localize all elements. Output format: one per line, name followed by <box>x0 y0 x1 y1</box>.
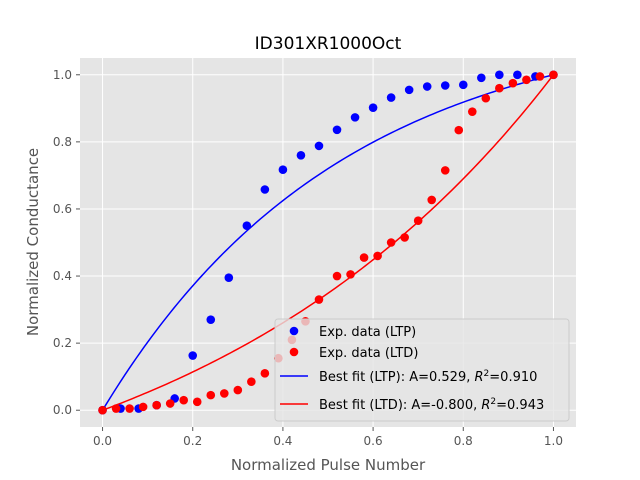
ltd-point <box>386 238 396 247</box>
ltp-point <box>386 93 396 102</box>
ltd-point <box>314 295 324 304</box>
legend-marker <box>289 326 299 336</box>
ltd-point <box>359 253 369 262</box>
grid <box>80 58 576 427</box>
ltd-point <box>467 107 477 116</box>
y-tick-label: 1.0 <box>53 68 72 82</box>
legend-box <box>274 318 570 422</box>
ltp-point <box>314 141 324 151</box>
x-tick-label: 0.2 <box>183 434 202 448</box>
ltd-point <box>165 399 175 408</box>
legend-marker <box>289 347 299 357</box>
ticks: 0.0 0.2 0.4 0.6 0.8 1.0 0.0 0.2 0.4 0.6 0.8 1.0 <box>53 68 563 448</box>
x-tick-label: 1.0 <box>544 434 563 448</box>
ltp-point <box>458 80 468 90</box>
legend-item: Exp. data (LTP) <box>289 325 416 340</box>
ltp-point <box>224 273 234 283</box>
ltp-point <box>350 113 360 122</box>
legend: Exp. data (LTP) Exp. data (LTD) Best fit (… <box>274 318 570 422</box>
ltp-point <box>242 221 252 231</box>
ltd-point <box>454 125 464 135</box>
legend-item: Best fit (LTD): A=-0.800, R2=0.943 <box>280 397 544 413</box>
ltd-point <box>535 72 545 81</box>
legend-label: Best fit (LTP): A=0.529, R2=0.910 <box>319 369 537 385</box>
ltd-point <box>495 83 504 93</box>
fit-lines <box>101 74 555 411</box>
x-tick-label: 0.0 <box>93 434 112 448</box>
ltd-point <box>260 369 270 378</box>
legend-item: Exp. data (LTD) <box>289 346 418 361</box>
ltp-point <box>188 351 198 360</box>
ltd-point <box>247 377 256 387</box>
x-tick-label: 0.6 <box>364 434 383 448</box>
ltp-point <box>513 70 522 80</box>
ltd-point <box>373 251 382 261</box>
ltd-point <box>400 233 409 242</box>
ltd-point <box>152 400 161 410</box>
legend-label: Best fit (LTD): A=-0.800, R2=0.943 <box>319 397 544 413</box>
x-axis-label: Normalized Pulse Number <box>231 456 426 474</box>
ltp-point <box>260 185 270 194</box>
data-points <box>98 70 558 415</box>
ltp-point <box>422 82 432 91</box>
fit-line-ltp <box>101 74 554 411</box>
ltp-point <box>404 85 414 95</box>
ltd-point <box>125 404 134 413</box>
ltd-point <box>549 70 558 80</box>
legend-label: Exp. data (LTD) <box>319 346 418 361</box>
y-tick-label: 0.0 <box>53 403 72 417</box>
ltd-point <box>138 402 148 412</box>
ltd-point <box>522 75 531 85</box>
ltp-point <box>278 165 288 175</box>
ltd-point <box>179 395 189 405</box>
ltd-point <box>192 397 202 407</box>
ltp-point <box>368 103 378 112</box>
legend-label: Exp. data (LTP) <box>319 325 416 340</box>
y-tick-label: 0.4 <box>53 269 72 283</box>
ltp-point <box>332 125 342 135</box>
ltp-point <box>206 315 216 324</box>
ltd-point <box>413 216 423 225</box>
ltp-point <box>477 73 486 83</box>
ltd-point <box>332 271 342 281</box>
x-tick-label: 0.4 <box>273 434 292 448</box>
ltd-point <box>440 166 450 175</box>
ltp-point <box>296 150 306 160</box>
y-tick-label: 0.8 <box>53 135 72 149</box>
ltd-point <box>427 195 437 205</box>
y-tick-label: 0.6 <box>53 202 72 216</box>
ltp-point <box>495 70 504 80</box>
legend-item: Best fit (LTP): A=0.529, R2=0.910 <box>280 369 537 385</box>
ltd-point <box>481 93 491 103</box>
ltd-point <box>111 404 121 413</box>
ltd-point <box>346 270 355 279</box>
y-tick-label: 0.2 <box>53 336 72 350</box>
ltd-point <box>219 389 229 398</box>
chart-title: ID301XR1000Oct <box>255 34 402 54</box>
ltd-point <box>206 390 216 400</box>
ltp-point <box>440 81 450 90</box>
ltd-point <box>98 405 107 415</box>
ltd-point <box>508 78 518 88</box>
y-axis-label: Normalized Conductance <box>24 148 42 336</box>
x-tick-label: 0.8 <box>454 434 473 448</box>
ltd-point <box>233 385 243 395</box>
fit-line-ltd <box>102 74 555 411</box>
